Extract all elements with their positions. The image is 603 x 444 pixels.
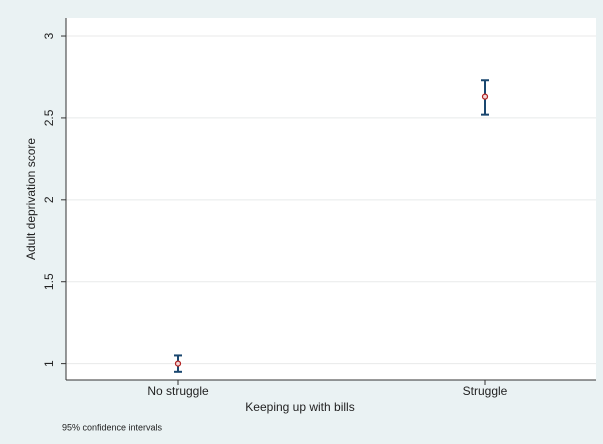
x-tick-label: Struggle [463,384,508,398]
plot-area [66,18,596,380]
x-tick-label: No struggle [147,384,209,398]
y-tick-label: 2.5 [42,109,56,126]
y-tick-label: 2 [42,196,56,203]
point [481,93,489,100]
note: 95% confidence intervals [62,422,163,432]
y-tick-label: 3 [42,32,56,39]
y-tick-label: 1.5 [42,273,56,290]
y-tick-label: 1 [42,360,56,367]
y-axis-title: Adult deprivation score [24,138,38,260]
x-axis-title: Keeping up with bills [245,400,354,414]
point [174,360,182,367]
